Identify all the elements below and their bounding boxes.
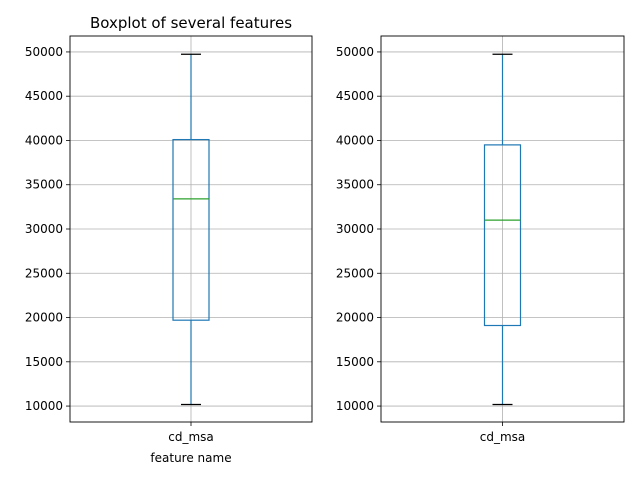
chart-title: Boxplot of several features: [90, 14, 292, 32]
right-boxplot-panel: 10000 15000 20000 25000 30000 35000 40000 45000…: [336, 35, 625, 444]
y-tick-label: 10000: [25, 399, 63, 413]
box-iqr: [172, 138, 210, 321]
y-tick-label: 45000: [25, 89, 63, 103]
box-iqr: [483, 144, 522, 327]
y-tick-label: 25000: [25, 266, 63, 280]
y-tick-label: 30000: [25, 222, 63, 236]
y-tick-label: 50000: [336, 45, 374, 59]
y-tick-label: 10000: [336, 399, 374, 413]
y-tick-label: 35000: [25, 178, 63, 192]
y-tick-label: 15000: [25, 355, 63, 369]
y-tick-label: 20000: [25, 311, 63, 325]
y-tick-label: 50000: [25, 45, 63, 59]
x-axis-label: feature name: [150, 451, 231, 465]
y-tick-label: 30000: [336, 222, 374, 236]
y-tick-label: 25000: [336, 266, 374, 280]
x-tick-label: cd_msa: [480, 430, 526, 444]
y-tick-label: 45000: [336, 89, 374, 103]
x-tick-label: cd_msa: [168, 430, 214, 444]
y-tick-label: 20000: [336, 311, 374, 325]
y-tick-label: 35000: [336, 178, 374, 192]
y-tick-label: 40000: [336, 133, 374, 147]
left-boxplot-panel: 10000 15000 20000 25000 30000 35000 40000 45000…: [25, 35, 313, 444]
y-tick-label: 40000: [25, 133, 63, 147]
y-tick-label: 15000: [336, 355, 374, 369]
